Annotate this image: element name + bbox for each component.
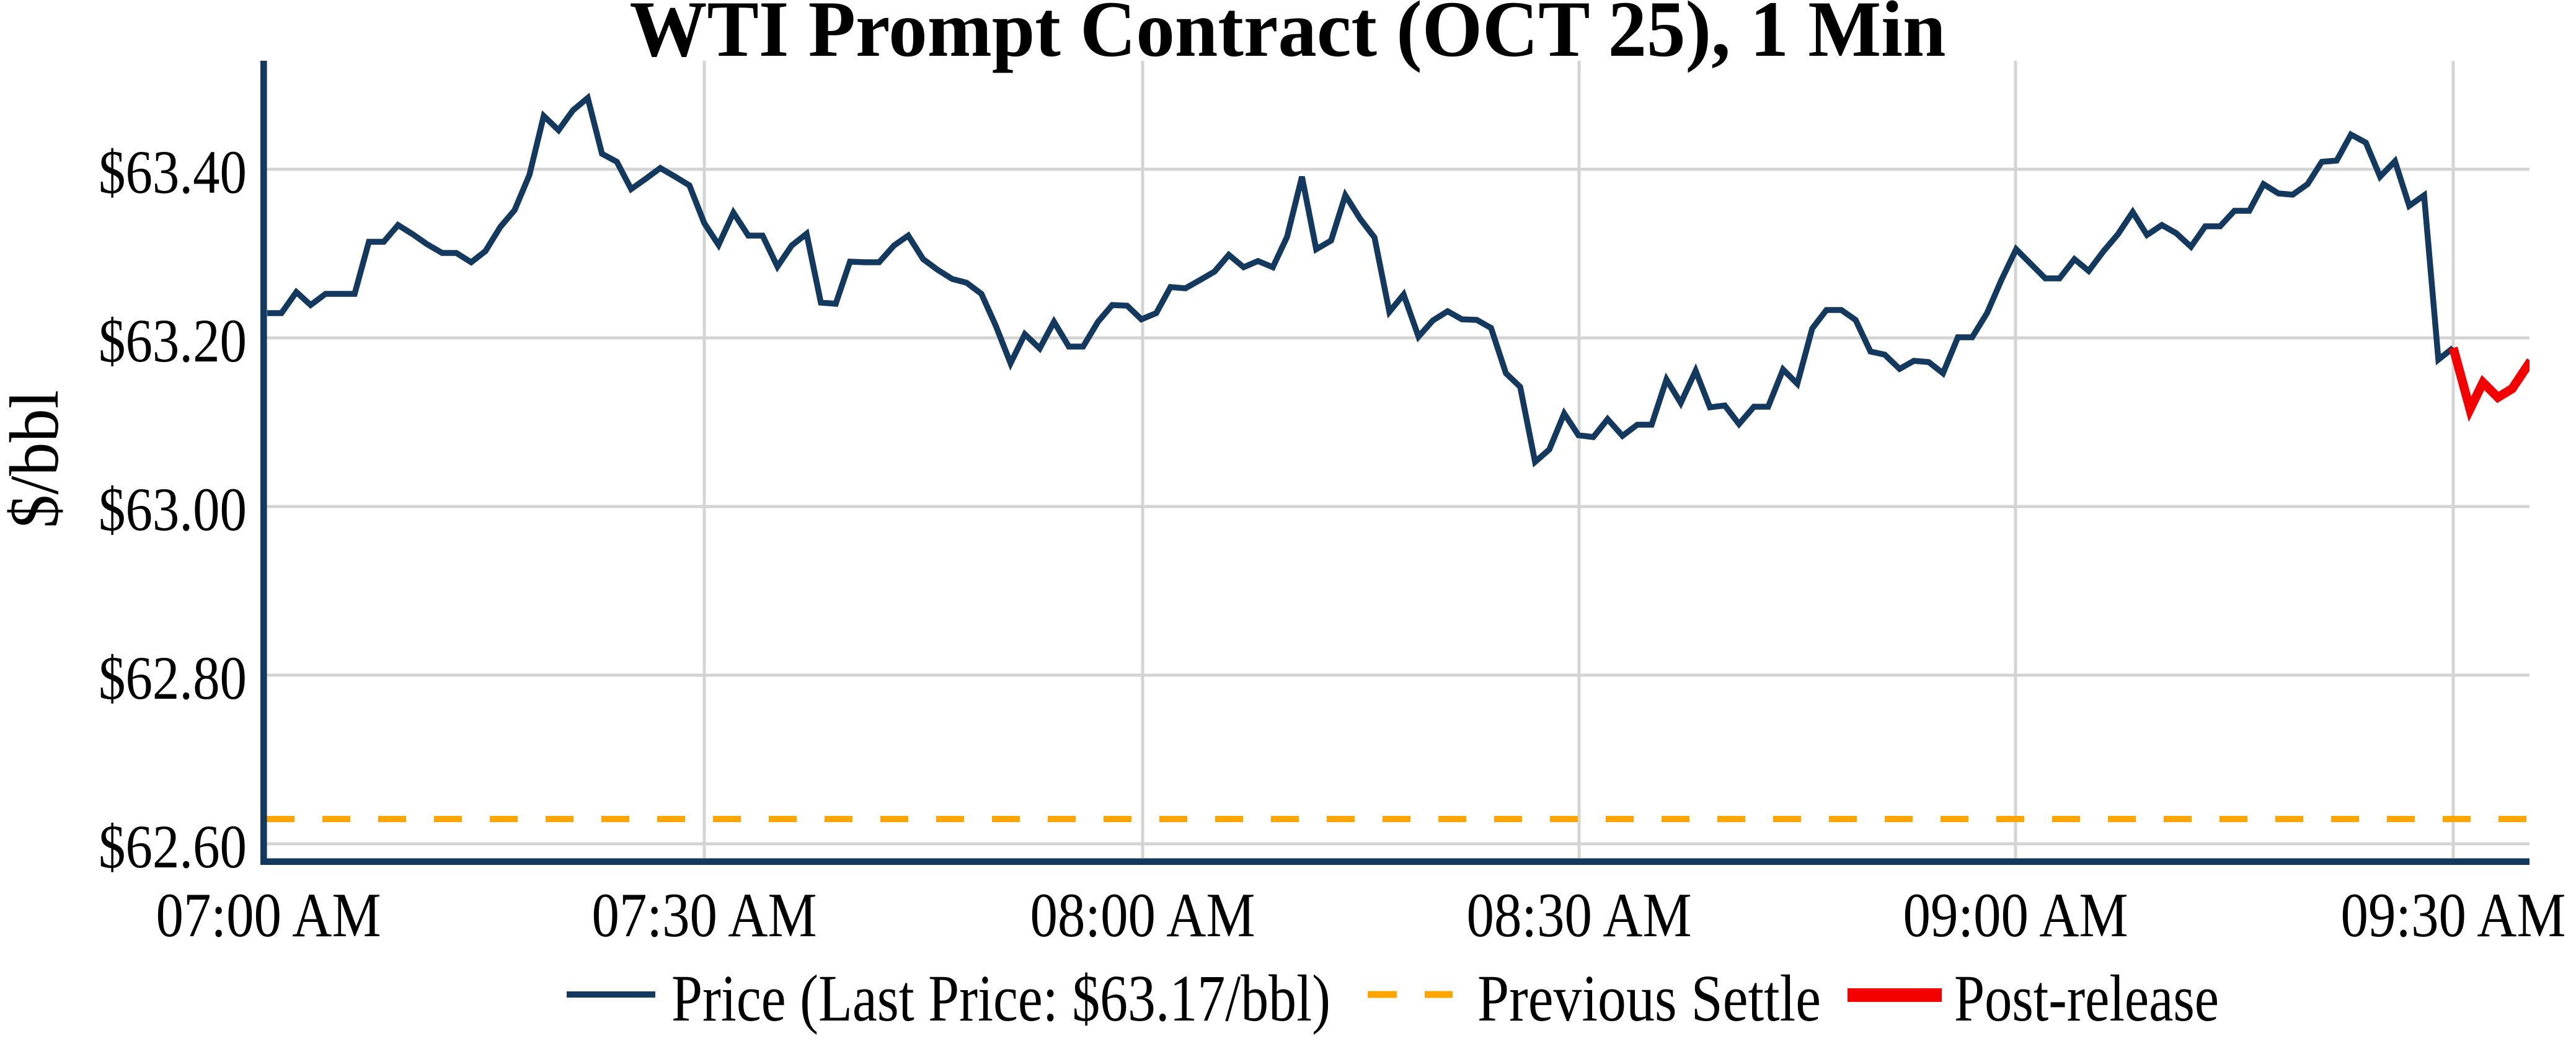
svg-text:Price (Last Price: $63.17/bbl): Price (Last Price: $63.17/bbl) <box>671 962 1330 1035</box>
svg-text:07:00 AM: 07:00 AM <box>156 880 381 950</box>
svg-text:WTI Prompt Contract (OCT 25),: WTI Prompt Contract (OCT 25), 1 Min <box>630 0 1946 73</box>
svg-text:Post-release: Post-release <box>1954 962 2219 1035</box>
svg-text:$63.00: $63.00 <box>99 475 247 544</box>
svg-text:$62.60: $62.60 <box>99 812 247 881</box>
svg-text:09:00 AM: 09:00 AM <box>1903 880 2128 950</box>
svg-text:$63.40: $63.40 <box>99 138 247 206</box>
svg-text:09:30 AM: 09:30 AM <box>2341 880 2566 950</box>
svg-text:08:00 AM: 08:00 AM <box>1030 880 1255 950</box>
svg-text:08:30 AM: 08:30 AM <box>1467 880 1692 950</box>
svg-text:Previous Settle: Previous Settle <box>1477 962 1821 1035</box>
svg-text:$/bbl: $/bbl <box>0 390 73 528</box>
svg-text:$62.80: $62.80 <box>99 644 247 712</box>
svg-text:$63.20: $63.20 <box>99 306 247 375</box>
svg-text:07:30 AM: 07:30 AM <box>592 880 817 950</box>
